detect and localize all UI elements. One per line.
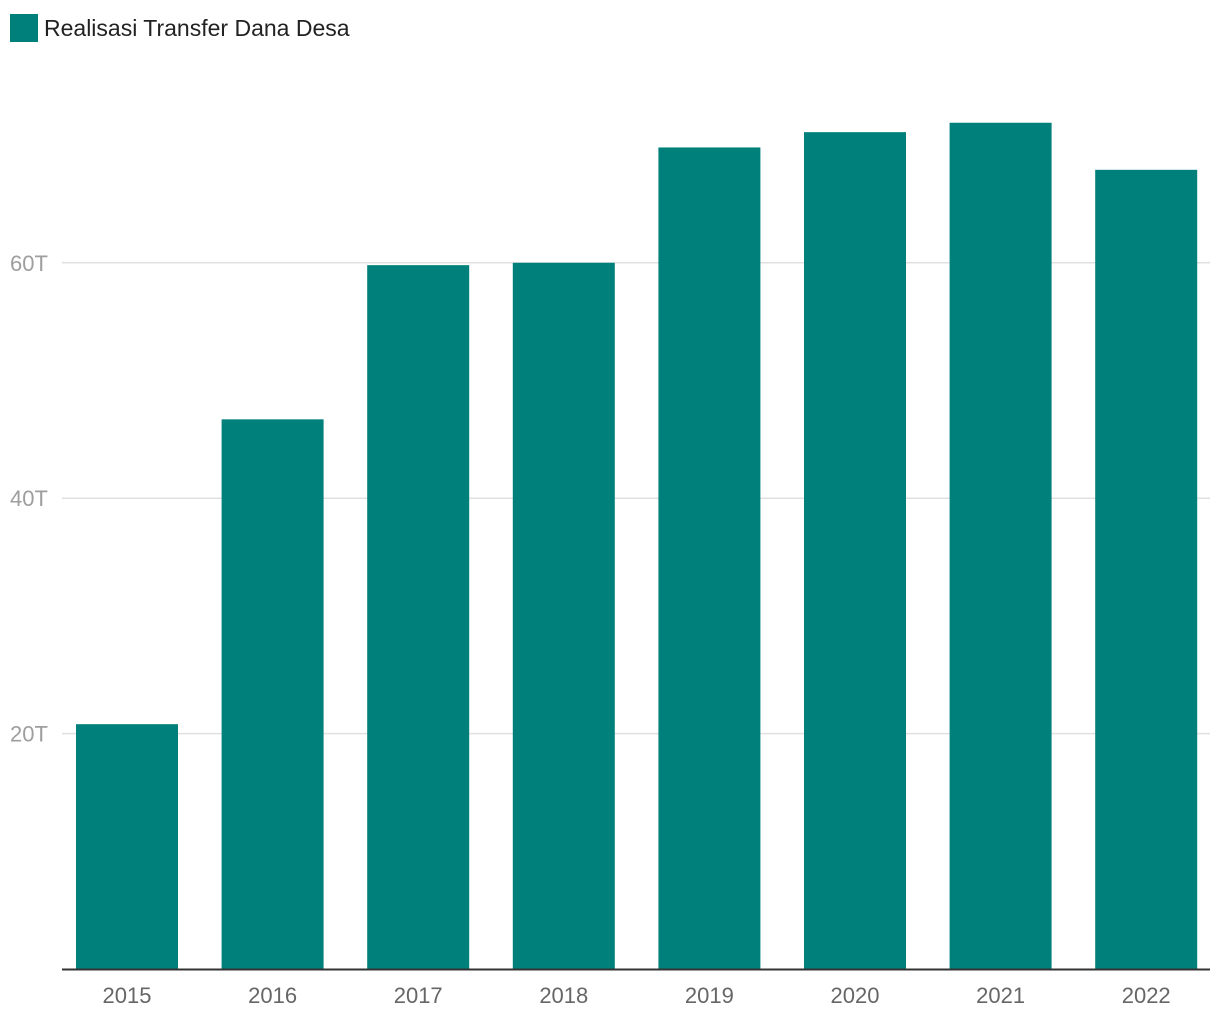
- x-tick-label: 2019: [685, 983, 734, 1008]
- x-tick-label: 2016: [248, 983, 297, 1008]
- bar-2015: [76, 724, 178, 969]
- x-axis-labels: 2015 2016 2017 2018 2019 2020 2021 2022: [103, 983, 1171, 1008]
- bar-2020: [804, 132, 906, 969]
- legend: Realisasi Transfer Dana Desa: [10, 14, 350, 42]
- y-tick-label: 20T: [10, 722, 48, 747]
- x-tick-label: 2021: [976, 983, 1025, 1008]
- y-tick-label: 60T: [10, 251, 48, 276]
- x-tick-label: 2017: [394, 983, 443, 1008]
- bar-2021: [949, 122, 1052, 969]
- bar-2016: [221, 419, 324, 969]
- y-axis-ticks: 20T 40T 60T: [10, 251, 48, 747]
- x-tick-label: 2020: [831, 983, 880, 1008]
- bar-2018: [512, 262, 615, 969]
- bar-2017: [367, 265, 470, 969]
- legend-label: Realisasi Transfer Dana Desa: [44, 14, 350, 41]
- legend-swatch: [10, 14, 38, 42]
- bar-2022: [1095, 169, 1198, 969]
- x-tick-label: 2022: [1122, 983, 1171, 1008]
- bar-2019: [658, 147, 761, 970]
- x-tick-label: 2018: [539, 983, 588, 1008]
- y-tick-label: 40T: [10, 486, 48, 511]
- bars: [76, 122, 1198, 970]
- x-tick-label: 2015: [103, 983, 152, 1008]
